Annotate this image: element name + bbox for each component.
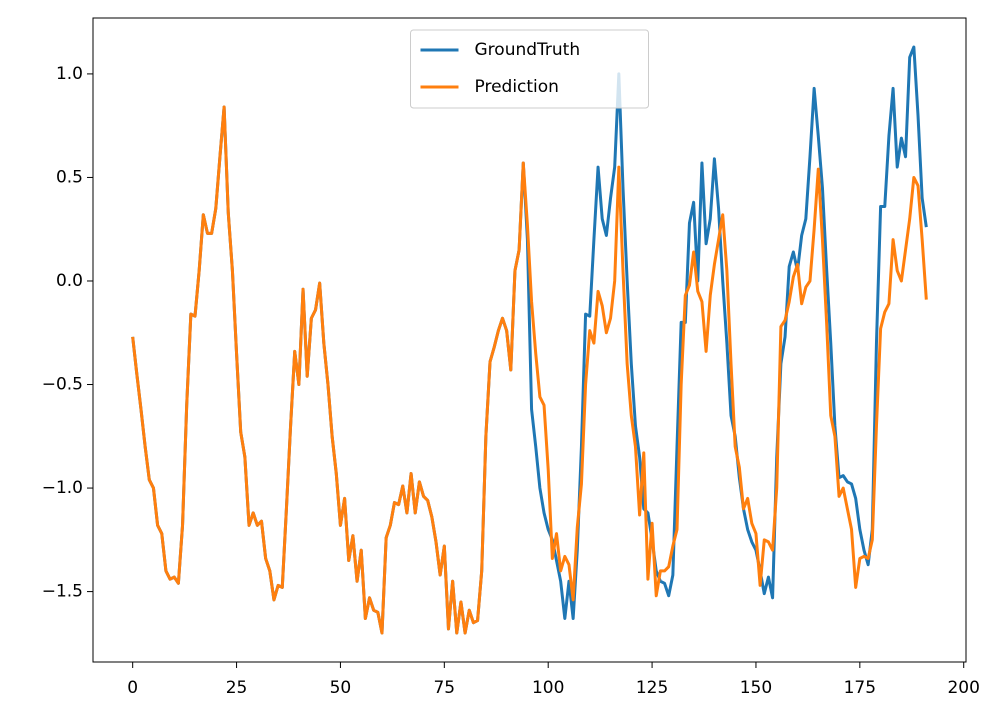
y-tick-label: 1.0 <box>56 64 83 84</box>
x-tick-label: 100 <box>532 678 564 698</box>
y-tick-label: −1.0 <box>42 478 83 498</box>
x-tick-label: 150 <box>740 678 772 698</box>
legend: GroundTruth Prediction <box>410 29 649 109</box>
y-tick-label: −0.5 <box>42 375 83 395</box>
y-tick-label: 0.5 <box>56 167 83 187</box>
x-tick-label: 50 <box>330 678 352 698</box>
x-tick-label: 0 <box>127 678 138 698</box>
series-line <box>131 105 928 635</box>
x-tick-label: 75 <box>433 678 455 698</box>
plot-frame <box>92 17 967 663</box>
x-tick-label: 200 <box>947 678 979 698</box>
series-line <box>131 45 928 635</box>
legend-label: Prediction <box>475 77 559 97</box>
x-tick-label: 175 <box>844 678 876 698</box>
y-tick-label: −1.5 <box>42 582 83 602</box>
x-tick-label: 125 <box>636 678 668 698</box>
x-tick-label: 25 <box>226 678 248 698</box>
legend-label: GroundTruth <box>475 40 581 60</box>
y-tick-label: 0.0 <box>56 271 83 291</box>
legend-box <box>410 29 649 109</box>
